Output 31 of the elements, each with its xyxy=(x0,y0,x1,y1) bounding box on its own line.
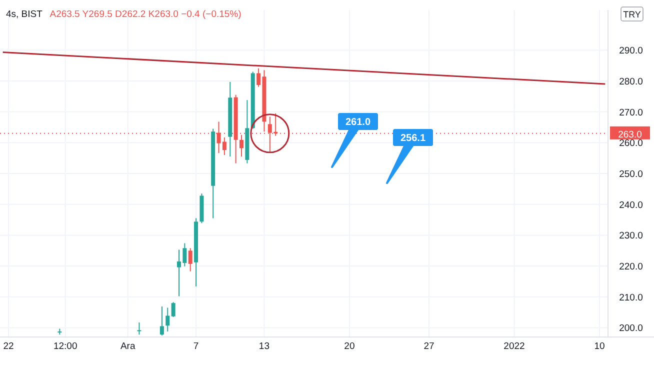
x-tick-label: 22 xyxy=(3,341,14,352)
candlestick xyxy=(137,322,142,336)
candlestick xyxy=(166,307,170,332)
y-tick-label: 260.0 xyxy=(619,138,643,150)
x-tick-label: 13 xyxy=(258,341,270,352)
candlestick xyxy=(171,302,176,318)
y-tick-label: 240.0 xyxy=(619,200,643,211)
x-tick-label: 20 xyxy=(344,341,355,352)
x-tick-label: Ara xyxy=(120,341,136,352)
annotation: 256.1 xyxy=(400,133,426,144)
ref-line-label: 263.0 xyxy=(618,129,642,140)
y-tick-label: 220.0 xyxy=(619,262,643,273)
chart-title: 4s, BIST xyxy=(6,9,43,20)
y-tick-label: 200.0 xyxy=(619,323,643,334)
annotation: 261.0 xyxy=(345,117,371,128)
x-tick-label: 2022 xyxy=(504,341,525,352)
y-tick-label: 230.0 xyxy=(619,230,643,242)
candlestick xyxy=(188,248,192,272)
y-tick-label: 210.0 xyxy=(619,292,643,304)
y-tick-label: 270.0 xyxy=(619,107,643,118)
x-tick-label: 7 xyxy=(193,341,199,352)
y-tick-label: 290.0 xyxy=(619,46,643,57)
y-tick-label: 250.0 xyxy=(619,169,643,180)
y-tick-label: 280.0 xyxy=(619,76,643,88)
x-tick-label: 10 xyxy=(594,341,605,352)
candlestick xyxy=(239,134,244,158)
x-tick-label: 27 xyxy=(424,341,434,352)
chart-subtitle: A263.5 Y269.5 D262.2 K263.0 −0.4 (−0.15%) xyxy=(50,9,242,20)
x-tick-label: 12:00 xyxy=(53,341,78,352)
y-axis-title: TRY xyxy=(623,10,641,20)
candlestick xyxy=(160,306,164,336)
